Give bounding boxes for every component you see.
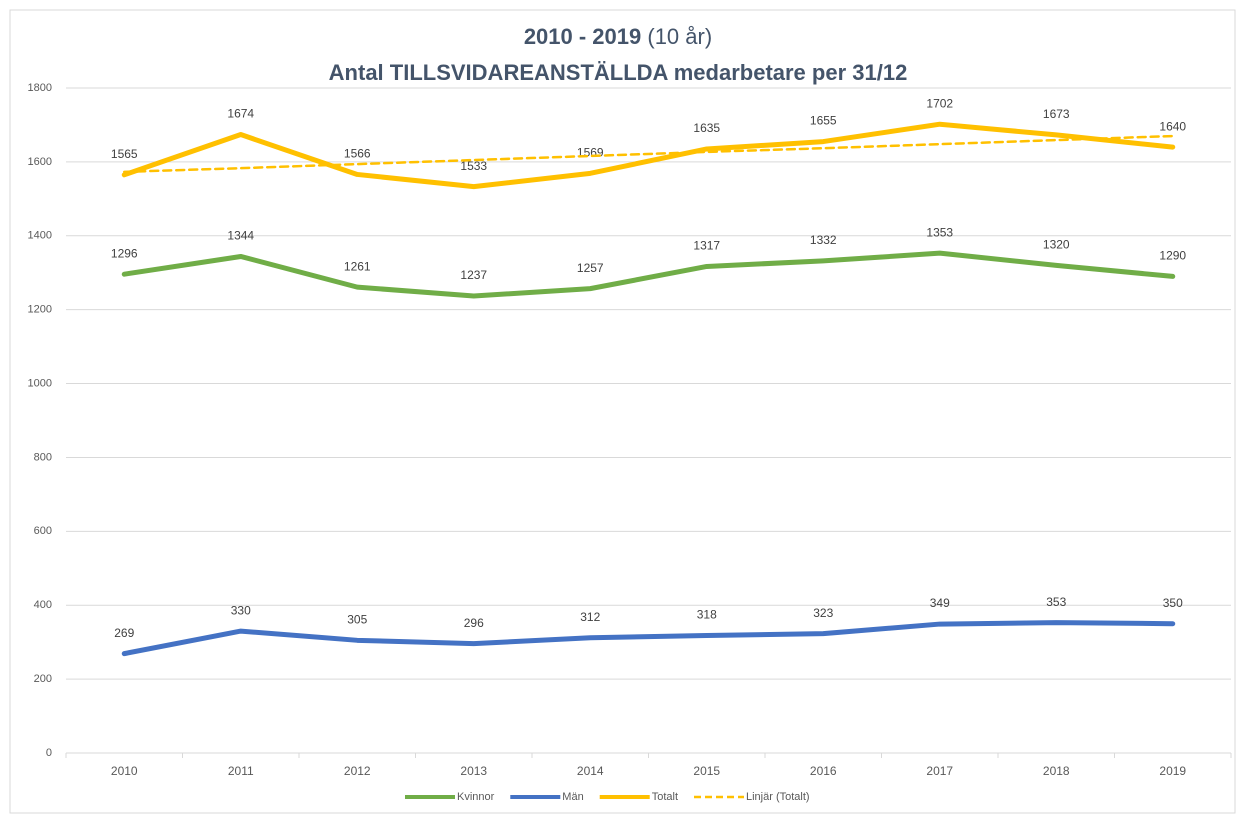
x-tick-label: 2017 [926,764,953,778]
data-label: 296 [464,616,484,630]
y-tick-label: 1600 [28,156,52,168]
chart-frame [9,9,1236,814]
series-line [121,121,1176,190]
data-label: 318 [697,608,717,622]
series-line [121,250,1176,299]
data-label: 323 [813,606,833,620]
chart-title-line: 2010 - 2019 (10 år) [524,24,712,49]
data-label: 1533 [460,159,487,173]
data-label: 1332 [810,233,837,247]
data-label: 1237 [460,268,487,282]
x-tick-label: 2011 [228,764,254,778]
chart-subtitle: Antal TILLSVIDAREANSTÄLLDA medarbetare p… [329,60,908,85]
data-label: 1257 [577,261,604,275]
x-tick-label: 2019 [1159,764,1186,778]
y-tick-label: 600 [34,525,52,537]
legend-label: Kvinnor [457,791,495,803]
data-label: 1261 [344,259,371,273]
y-tick-label: 400 [34,599,52,611]
x-tick-label: 2010 [111,764,138,778]
data-label: 1344 [227,229,254,243]
data-label: 1640 [1159,119,1186,133]
x-tick-label: 2015 [693,764,720,778]
data-label: 1566 [344,147,371,161]
x-tick-label: 2014 [577,764,604,778]
x-tick-label: 2013 [460,764,487,778]
y-tick-label: 1000 [28,377,52,389]
x-tick-label: 2016 [810,764,837,778]
legend-label: Totalt [652,791,678,803]
chart-title: 2010 - 2019 [524,24,641,49]
data-label: 353 [1046,595,1066,609]
data-label: 1635 [693,121,720,135]
y-tick-label: 0 [46,747,52,759]
data-label: 1673 [1043,107,1070,121]
data-label: 1353 [926,225,953,239]
legend-label: Män [562,791,583,803]
data-label: 1317 [693,239,720,253]
y-tick-label: 1200 [28,304,52,316]
x-tick-label: 2018 [1043,764,1070,778]
data-label: 269 [114,626,134,640]
data-label: 1565 [111,147,138,161]
data-label: 312 [580,610,600,624]
series-line [123,134,1174,174]
y-tick-label: 800 [34,451,52,463]
data-label: 1655 [810,114,837,128]
series-line [121,620,1176,657]
data-label: 349 [930,596,950,610]
data-label: 305 [347,612,367,626]
y-tick-label: 200 [34,673,52,685]
data-label: 350 [1163,596,1183,610]
data-label: 1290 [1159,249,1186,263]
chart-title-note: (10 år) [647,24,712,49]
y-tick-label: 1400 [28,230,52,242]
y-tick-label: 1800 [28,82,52,94]
data-label: 1702 [926,96,953,110]
x-tick-label: 2012 [344,764,371,778]
data-label: 330 [231,603,251,617]
legend-label: Linjär (Totalt) [746,791,810,803]
data-label: 1320 [1043,238,1070,252]
data-label: 1296 [111,246,138,260]
data-label: 1674 [227,107,254,121]
